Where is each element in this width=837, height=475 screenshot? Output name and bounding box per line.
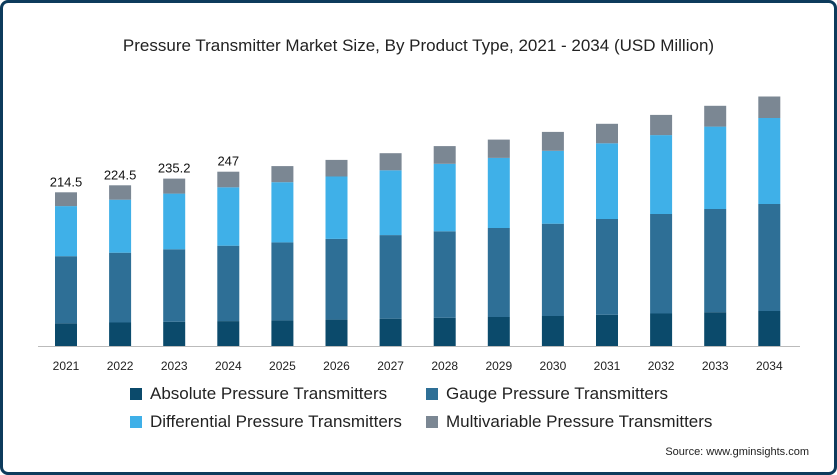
x-tick-2024: 2024 [215, 359, 242, 373]
bar-segment-2022-series-3 [109, 185, 132, 200]
total-label-2021: 214.5 [50, 174, 83, 189]
bar-segment-2023-series-2 [163, 193, 186, 250]
chart-title: Pressure Transmitter Market Size, By Pro… [122, 36, 715, 55]
bar-segment-2033-series-2 [704, 126, 727, 209]
bars-group [55, 96, 781, 346]
bar-segment-2028-series-0 [433, 317, 456, 346]
bar-segment-2022-series-1 [109, 252, 132, 323]
bar-segment-2028-series-3 [433, 146, 456, 164]
bar-segment-2026-series-2 [325, 176, 348, 239]
bar-segment-2023-series-1 [163, 249, 186, 322]
bar-segment-2024-series-1 [217, 245, 240, 322]
x-tick-2022: 2022 [107, 359, 134, 373]
bar-segment-2024-series-3 [217, 171, 240, 188]
bar-segment-2029-series-3 [487, 139, 510, 158]
bar-segment-2024-series-0 [217, 321, 240, 346]
total-label-2024: 247 [217, 154, 239, 169]
total-labels-group: 214.5 224.5 235.2 247 [50, 154, 239, 190]
bar-segment-2031-series-1 [596, 219, 618, 315]
bar-segment-2028-series-1 [433, 231, 456, 318]
bar-segment-2030-series-0 [541, 316, 564, 346]
bar-segment-2026-series-3 [325, 159, 348, 177]
x-tick-2025: 2025 [269, 359, 296, 373]
bar-segment-2033-series-1 [704, 209, 727, 313]
x-tick-2028: 2028 [431, 359, 458, 373]
source-note: Source: www.gminsights.com [665, 446, 809, 458]
total-label-2023: 235.2 [158, 161, 191, 176]
bar-segment-2032-series-1 [650, 214, 673, 314]
bar-segment-2028-series-2 [433, 163, 456, 232]
bar-segment-2031-series-3 [596, 123, 618, 144]
x-tick-2026: 2026 [323, 359, 350, 373]
bar-segment-2027-series-2 [379, 170, 402, 236]
bar-segment-2034-series-2 [758, 118, 781, 204]
bar-segment-2029-series-0 [487, 317, 510, 346]
bar-segment-2025-series-1 [271, 242, 294, 321]
bar-segment-2029-series-2 [487, 157, 510, 228]
bar-segment-2033-series-0 [704, 312, 727, 346]
x-tick-2030: 2030 [540, 359, 567, 373]
x-tick-2031: 2031 [594, 359, 621, 373]
bar-segment-2034-series-3 [758, 96, 781, 118]
bar-segment-2021-series-0 [55, 323, 77, 346]
bar-segment-2026-series-0 [325, 319, 348, 346]
bar-segment-2021-series-3 [55, 192, 77, 207]
bar-segment-2023-series-0 [163, 321, 186, 346]
bar-segment-2021-series-1 [55, 256, 77, 324]
x-ticks-group: 2021 2022 2023 2024 2025 2026 2027 2028 2029 2030… [53, 359, 783, 373]
bar-segment-2031-series-0 [596, 314, 618, 346]
bar-segment-2033-series-3 [704, 105, 727, 127]
bar-segment-2029-series-1 [487, 228, 510, 317]
bar-segment-2032-series-3 [650, 114, 673, 136]
x-tick-2029: 2029 [485, 359, 512, 373]
total-label-2022: 224.5 [104, 167, 137, 182]
x-tick-2021: 2021 [53, 359, 80, 373]
bar-segment-2031-series-2 [596, 143, 618, 219]
x-tick-2034: 2034 [756, 359, 783, 373]
bar-segment-2027-series-0 [379, 318, 402, 346]
bar-segment-2030-series-3 [541, 131, 564, 151]
bar-segment-2034-series-0 [758, 311, 781, 346]
bar-segment-2022-series-0 [109, 322, 132, 346]
x-tick-2027: 2027 [377, 359, 404, 373]
x-tick-2032: 2032 [648, 359, 675, 373]
bar-segment-2024-series-2 [217, 187, 240, 246]
bar-segment-2030-series-1 [541, 223, 564, 316]
bar-segment-2021-series-2 [55, 206, 77, 257]
bar-segment-2023-series-3 [163, 178, 186, 194]
bar-segment-2027-series-1 [379, 235, 402, 319]
bar-segment-2027-series-3 [379, 153, 402, 171]
bar-segment-2022-series-2 [109, 199, 132, 253]
bar-segment-2026-series-1 [325, 238, 348, 320]
bar-segment-2025-series-0 [271, 320, 294, 346]
x-tick-2023: 2023 [161, 359, 188, 373]
bar-segment-2025-series-3 [271, 166, 294, 183]
bar-segment-2034-series-1 [758, 204, 781, 311]
bar-segment-2032-series-2 [650, 135, 673, 214]
x-tick-2033: 2033 [702, 359, 729, 373]
bar-segment-2030-series-2 [541, 150, 564, 224]
bar-segment-2032-series-0 [650, 313, 673, 346]
bar-segment-2025-series-2 [271, 182, 294, 243]
